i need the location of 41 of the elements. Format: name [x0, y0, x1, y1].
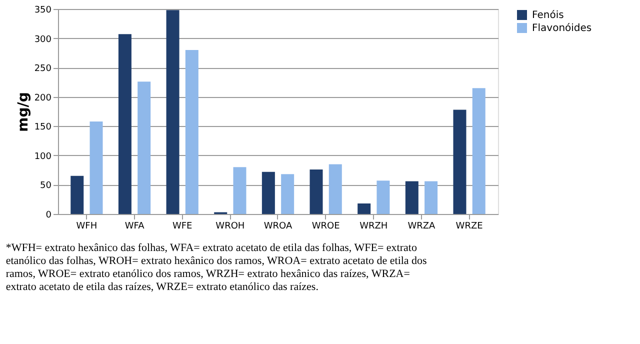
y-tick-label: 300 — [34, 34, 52, 45]
bar — [262, 172, 275, 214]
bar — [138, 82, 151, 214]
y-tick-label: 150 — [34, 122, 52, 133]
y-tick-label: 50 — [40, 181, 52, 192]
legend-label: Flavonóides — [532, 23, 592, 34]
bar — [166, 10, 180, 214]
bar — [233, 167, 246, 214]
bar — [453, 110, 466, 214]
text: *WFH= extrato hexânico das folhas, WFA= extrato acetato de etila das folhas, WFE= extrato — [6, 242, 418, 254]
bar — [281, 174, 294, 214]
y-tick-label: 100 — [34, 152, 52, 162]
x-tick-label: WROE — [312, 222, 340, 232]
x-tick-label: WROA — [264, 222, 293, 232]
bar — [185, 50, 198, 214]
bar — [405, 181, 418, 214]
y-axis-title: mg/g — [15, 92, 32, 132]
x-tick-label: WRZA — [408, 222, 436, 232]
y-tick-label: 250 — [34, 64, 52, 74]
x-tick-label: WRZE — [456, 222, 484, 232]
legend-label: Fenóis — [532, 10, 564, 21]
bar — [310, 169, 323, 214]
bar — [424, 181, 438, 214]
x-tick-label: WFH — [76, 222, 98, 232]
bar — [90, 121, 103, 214]
x-tick-label: WFA — [124, 222, 146, 232]
text: ramos, WROE= extrato etanólico dos ramos, WRZH= extrato hexânico das raízes, WRZA= — [6, 268, 410, 280]
bar — [376, 180, 390, 214]
bar — [328, 164, 342, 214]
bar — [118, 34, 132, 214]
y-tick-label: 350 — [34, 6, 52, 16]
bar — [358, 203, 371, 214]
bar — [70, 176, 84, 214]
y-tick-label: 200 — [34, 93, 52, 104]
text: extrato acetato de etila das raízes, WRZE= extrato etanólico das raízes. — [6, 281, 319, 293]
x-tick-label: WRZH — [360, 222, 388, 232]
x-tick-label: WFE — [172, 222, 193, 232]
text: etanólico das folhas, WROH= extrato hexânico dos ramos, WROA= extrato acetato de etila dos — [6, 255, 427, 267]
x-tick-label: WROH — [216, 222, 245, 232]
bar — [472, 88, 486, 214]
y-tick-label: 0 — [46, 210, 52, 220]
